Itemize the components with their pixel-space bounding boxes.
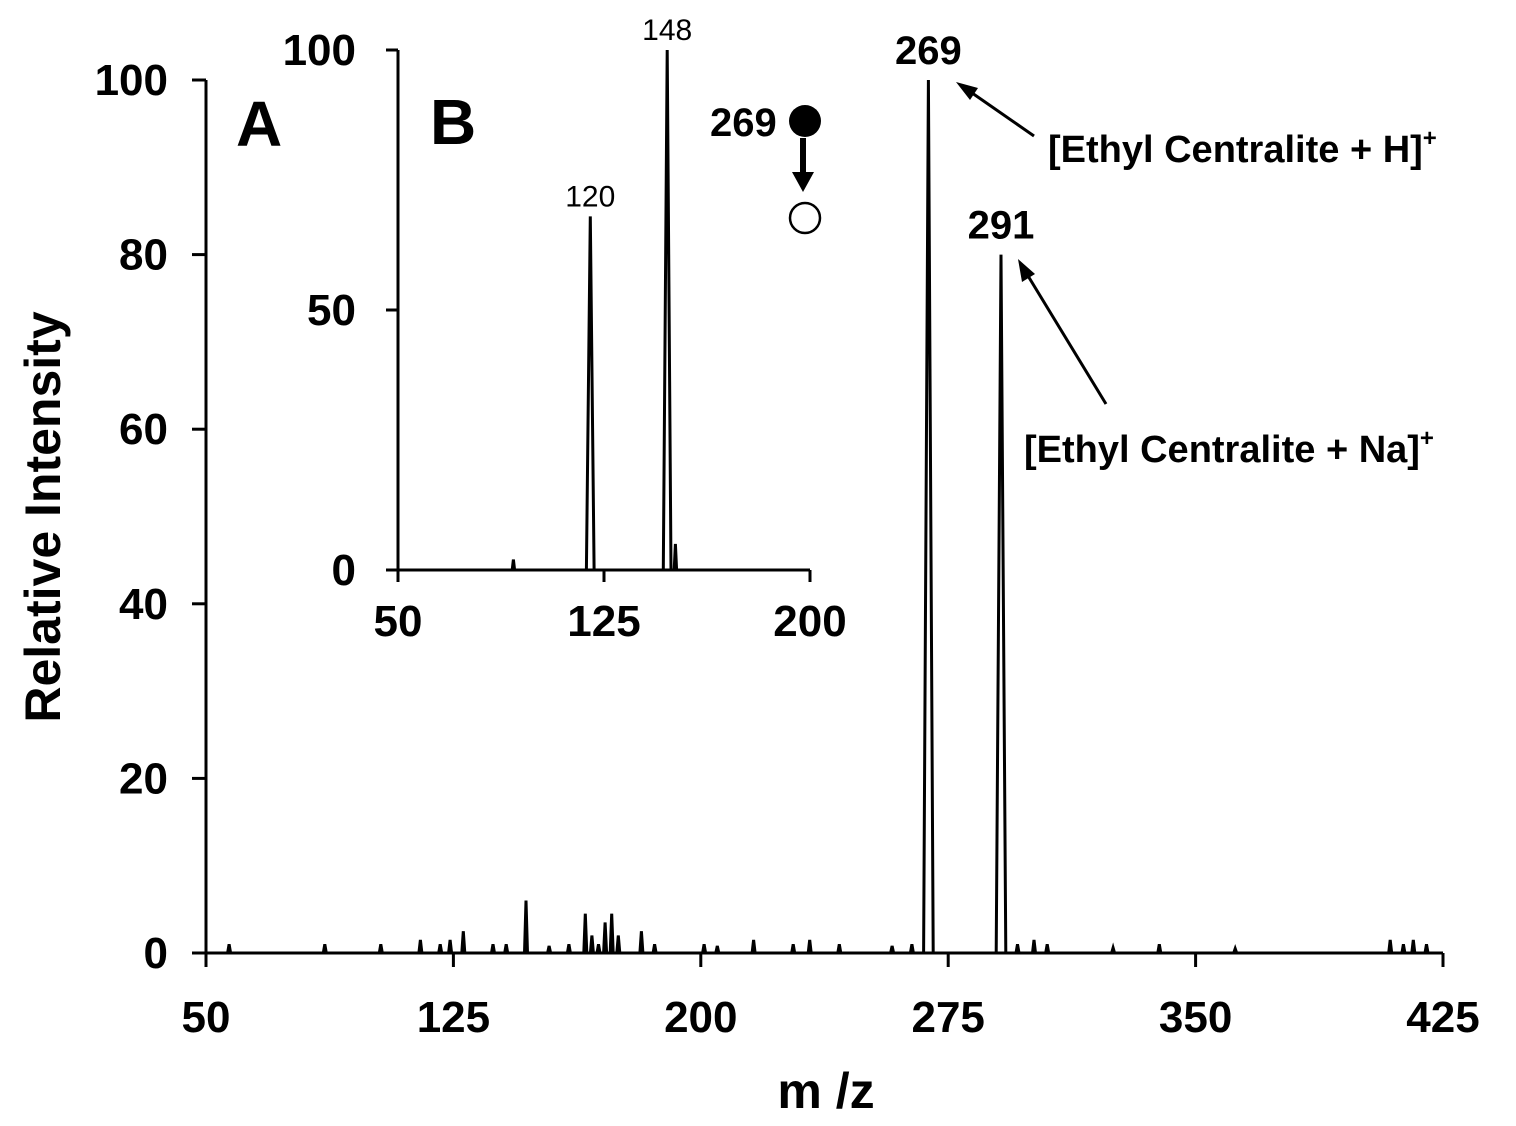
transition-down-arrow-icon — [792, 172, 814, 192]
panel-a-y-axis: 0 20 40 60 80 100 — [95, 56, 208, 978]
panel-b-y-tick-label: 100 — [283, 26, 356, 75]
panel-b-background — [396, 40, 816, 572]
panel-a-y-tick-label: 80 — [119, 231, 168, 280]
panel-a-x-axis: 50 125 200 275 350 425 — [182, 951, 1480, 1042]
panel-a-y-tick-label: 100 — [95, 56, 168, 105]
panel-b-peak-label: 120 — [565, 180, 615, 213]
panel-b-peak-labels: 120 148 — [565, 14, 692, 213]
annotation-sodiated: [Ethyl Centralite + Na]+ — [1018, 259, 1434, 471]
panel-a-y-tick-label: 40 — [119, 580, 168, 629]
panel-a-y-tick-label: 20 — [119, 754, 168, 803]
panel-b-x-tick-label: 125 — [567, 597, 640, 646]
panel-a-x-tick-label: 275 — [911, 993, 984, 1042]
annotation-protonated-text: [Ethyl Centralite + H]+ — [1048, 125, 1437, 171]
panel-a-peak-labels: 269 291 — [895, 29, 1034, 248]
panel-b-peak-label: 148 — [642, 14, 692, 47]
panel-b-spectrum-trace — [398, 49, 810, 572]
annotation-sodiated-arrow — [1020, 265, 1108, 405]
panel-b-y-tick-label: 50 — [307, 286, 356, 335]
panel-b-inset: 0 50 100 50 125 200 120 148 B 269 — [283, 14, 847, 646]
panel-a-letter: A — [236, 88, 282, 160]
panel-a-spectrum-trace — [206, 79, 1443, 955]
annotation-protonated-arrow — [961, 84, 1035, 138]
panel-b-x-tick-label: 200 — [773, 597, 846, 646]
annotation-protonated: [Ethyl Centralite + H]+ — [956, 82, 1437, 171]
precursor-mass-label: 269 — [710, 101, 777, 145]
msms-transition-scheme: 269 — [710, 101, 822, 235]
panel-a-x-tick-label: 350 — [1159, 993, 1232, 1042]
panel-a-x-tick-label: 50 — [182, 993, 231, 1042]
panel-a-y-axis-title: Relative Intensity — [15, 311, 71, 722]
panel-b-y-tick-label: 0 — [332, 546, 356, 595]
panel-b-x-axis: 50 125 200 — [374, 568, 847, 646]
panel-b-y-axis: 0 50 100 — [283, 26, 400, 595]
precursor-filled-circle-icon — [789, 105, 821, 137]
panel-a-peak-label: 269 — [895, 29, 962, 73]
annotation-protonated-arrowhead — [956, 82, 978, 100]
annotation-sodiated-text: [Ethyl Centralite + Na]+ — [1024, 425, 1434, 471]
annotation-sodiated-arrowhead — [1018, 259, 1035, 282]
panel-b-x-tick-label: 50 — [374, 597, 423, 646]
panel-a-y-tick-label: 0 — [144, 929, 168, 978]
panel-a-x-tick-label: 125 — [417, 993, 490, 1042]
panel-a-x-tick-label: 200 — [664, 993, 737, 1042]
panel-a-peak-label: 291 — [968, 204, 1035, 248]
panel-a-y-tick-label: 60 — [119, 405, 168, 454]
product-open-circle-icon — [788, 201, 822, 235]
panel-a-x-tick-label: 425 — [1406, 993, 1479, 1042]
panel-b-letter: B — [430, 86, 476, 158]
panel-a-x-axis-title: m /z — [777, 1063, 874, 1119]
